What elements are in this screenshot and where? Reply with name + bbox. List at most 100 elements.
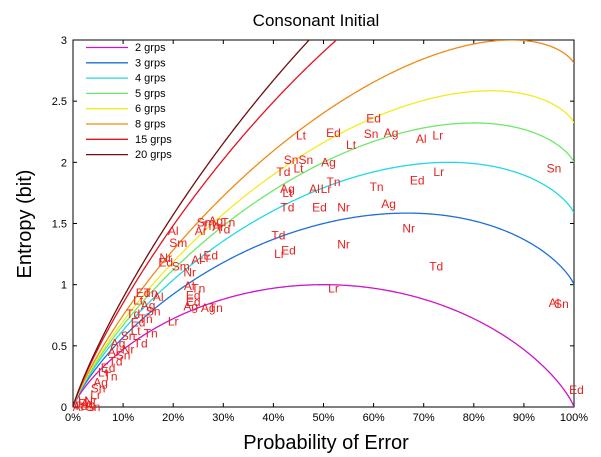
data-point-label: Al [549,296,560,310]
data-point-label: SnSn [284,153,313,167]
data-point-label: Ag [93,376,108,390]
data-point-label: Sn [116,349,131,363]
data-point-label: Sn [86,400,101,414]
series-lines [73,40,574,407]
legend-entry: 20 grps [135,149,172,161]
data-point-label: Al [416,132,427,146]
x-tick-label: 90% [513,412,535,424]
data-point-label: Tn [191,281,205,295]
data-point-label: Lr [274,247,285,261]
x-tick-label: 60% [363,412,385,424]
y-tick-label: 1.5 [52,219,67,231]
data-point-label: Lr [432,128,443,142]
data-point-label: Lt [293,161,304,175]
y-tick-label: 2.5 [52,96,67,108]
data-point-label: Ag [321,155,336,169]
data-point-label: Tn [209,301,223,315]
legend-entry: 5 grps [135,88,166,100]
data-point-label: Lt [282,186,293,200]
data-point-label: Lr [328,281,339,295]
x-tick-label: 0% [65,412,81,424]
data-point-label: Nr [122,343,135,357]
data-point-label: Ed [186,289,201,303]
data-point-label: Ag [141,298,156,312]
data-point-label: Tn [144,327,158,341]
data-point-label: Lt [98,366,109,380]
data-point-label: Ag [280,182,295,196]
series-line [73,40,338,407]
data-point-label: Sn [146,305,161,319]
x-tick-label: 50% [312,412,334,424]
data-point-label: Al [309,182,320,196]
legend-entry: 3 grps [135,57,166,69]
data-point-label: Ar [212,220,224,234]
data-point-label: Tn [201,219,215,233]
data-point-label: Ed [569,383,584,397]
data-point-label: Ag [183,300,198,314]
data-point-label: Ag [384,126,399,140]
data-point-label: Nr [159,251,172,265]
legend-entry: 8 grps [135,119,166,131]
data-point-label: Td [271,229,285,243]
y-axis-label: Entropy (bit) [14,170,36,279]
data-point-label: Tn [104,369,118,383]
data-point-label: Nr [337,201,350,215]
data-point-label: Td [429,259,443,273]
x-tick-label: 10% [112,412,134,424]
data-point-label: Lr [90,388,101,402]
data-point-label: Nr [337,237,350,251]
data-point-label: Ag [208,214,223,228]
data-point-label: Ed [312,201,327,215]
data-point-label: Al [168,224,179,238]
data-point-label: Lr [321,182,332,196]
data-point-label: Ed [158,256,173,270]
data-point-label: Lt [78,394,89,408]
data-point-label: Lt [133,294,144,308]
chart-title: Consonant Initial [253,11,380,30]
data-point-label: Ed [326,126,341,140]
series-line [73,161,574,407]
data-point-label: Ag [201,301,216,315]
data-point-label: Tn [221,215,235,229]
data-point-label: Sm [197,215,215,229]
y-tick-label: 0 [61,402,67,414]
series-line [73,40,574,407]
x-tick-label: 30% [212,412,234,424]
data-point-label: Sn [91,382,106,396]
series-line [73,40,311,407]
plot-area: 0% 10% 20% 30% 40% 50% 60% 70% 80% 90% 100% 0 0.5 1 1.… [52,35,589,424]
series-line [73,90,574,407]
data-point-label: Ag [111,336,126,350]
data-point-label: Td [74,399,88,413]
data-point-label: Ag [381,197,396,211]
data-point-label: Ed [366,111,381,125]
data-point-label: Td [216,223,230,237]
legend-entry: 2 grps [135,42,166,54]
data-point-label: Tn [144,286,158,300]
series-line [73,284,574,407]
data-point-label: Ed [78,396,93,410]
data-point-label: Lr [168,314,179,328]
data-point-label: Lt [296,128,307,142]
data-point-label: Sn [364,127,379,141]
data-point-label: Td [134,336,148,350]
data-point-label: Ar [195,224,207,238]
series-line [73,212,574,407]
data-point-label: Ed [410,174,425,188]
data-point-label: Td [276,165,290,179]
data-point-label: Tn [139,312,153,326]
y-tick-label: 1 [61,280,67,292]
data-point-label: Sn [547,161,562,175]
legend-entry: 6 grps [135,103,166,115]
data-point-label: Ed [101,361,116,375]
data-point-label: Sm [169,236,187,250]
data-point-label: Al [108,345,119,359]
data-point-label: Nr [183,265,196,279]
data-point-label: Lr [199,251,210,265]
x-tick-label: 40% [262,412,284,424]
data-point-label: Al [184,279,195,293]
data-point-label: Ed [136,286,151,300]
data-point-label: Lt [131,324,142,338]
x-tick-label: 100% [560,412,588,424]
